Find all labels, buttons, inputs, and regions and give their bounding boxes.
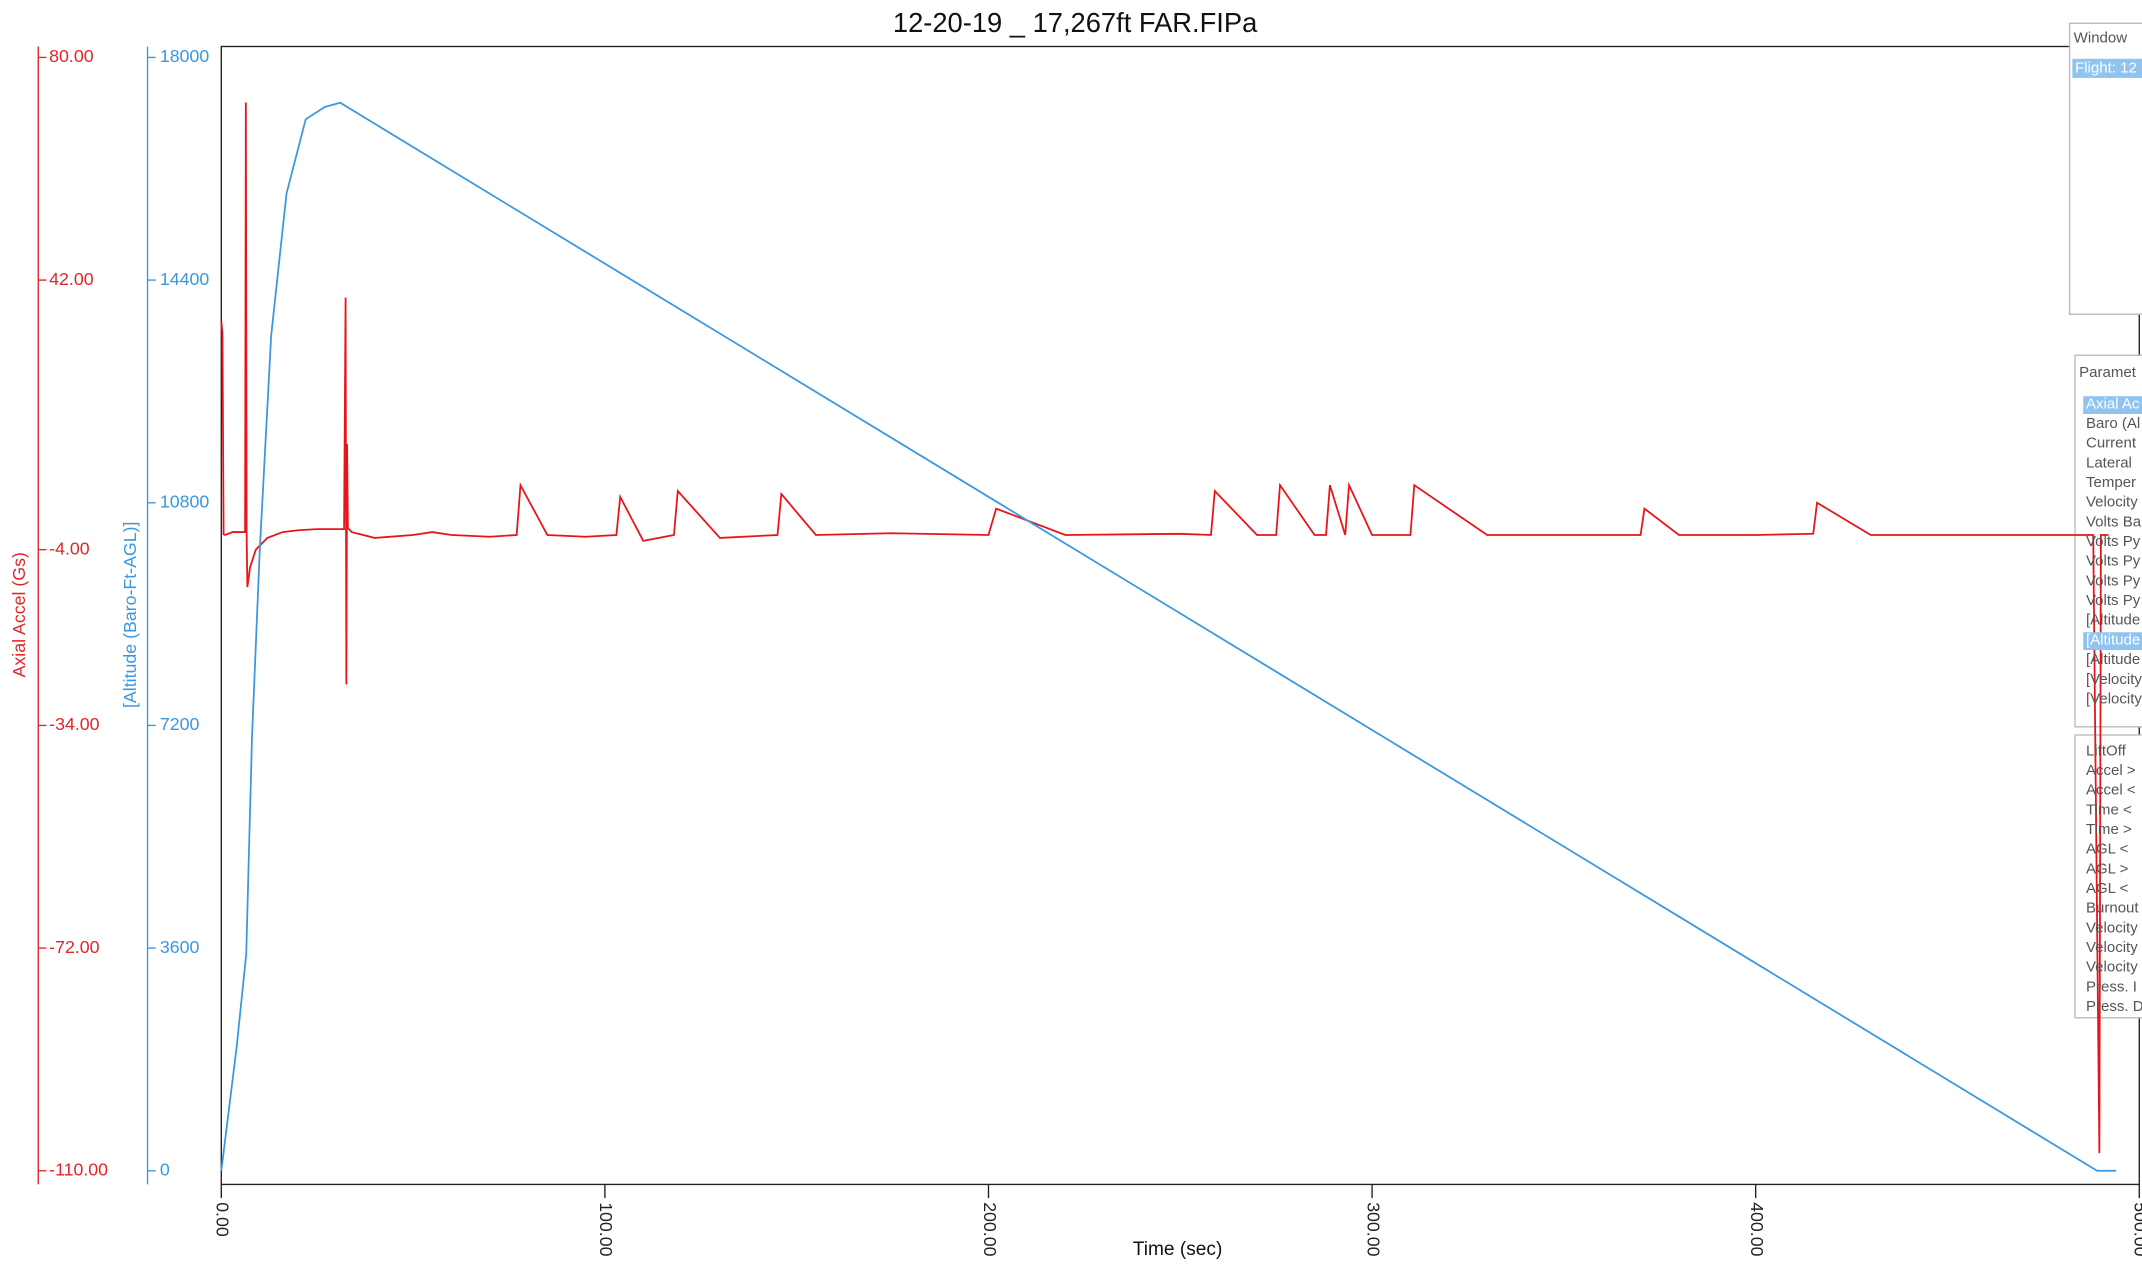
event-item[interactable]: Accel < [2086, 782, 2136, 799]
y2-tick-label: 10800 [160, 491, 209, 511]
event-item[interactable]: Time < [2086, 801, 2132, 818]
side-panel: Window Flight: 12 Paramet [2068, 22, 2142, 1019]
param-item[interactable]: [Altitude [2086, 651, 2140, 668]
param-item[interactable]: [Velocity [2086, 690, 2142, 707]
event-item[interactable]: AGL < [2086, 841, 2129, 858]
y2-tick-label: 0 [160, 1159, 170, 1179]
series-line [220, 101, 2117, 1172]
param-item[interactable]: Current [2086, 435, 2137, 452]
event-box [2074, 734, 2142, 1019]
param-title: Paramet [2079, 364, 2137, 381]
param-item[interactable]: [Altitude [2086, 631, 2140, 648]
event-item[interactable]: Velocity [2086, 919, 2138, 936]
y-tick-label: -72.00 [49, 937, 99, 957]
series-line [220, 102, 2109, 1154]
event-item[interactable]: Accel > [2086, 762, 2136, 779]
x-tick-label: 500.00 [2131, 1202, 2142, 1256]
y2-tick-label: 14400 [160, 269, 209, 289]
x-tick-label: 300.00 [1363, 1202, 1383, 1256]
x-tick-label: 400.00 [1747, 1202, 1767, 1256]
param-item[interactable]: Velocity [2086, 494, 2138, 511]
event-item[interactable]: Burnout [2086, 900, 2139, 917]
param-item[interactable]: Axial Ac [2086, 395, 2140, 412]
x-tick-label: 100.00 [596, 1202, 616, 1256]
selection [2083, 632, 2142, 651]
y-tick-label: -4.00 [49, 538, 90, 558]
y2-axis-title: [Altitude (Baro-Ft-AGL)] [120, 522, 140, 708]
param-item[interactable]: Temper [2086, 474, 2136, 491]
event-item[interactable]: Velocity [2086, 959, 2138, 976]
y2-tick-label: 3600 [160, 937, 200, 957]
event-item[interactable]: Velocity [2086, 939, 2138, 956]
event-item[interactable]: Press. I [2086, 978, 2137, 995]
param-box [2074, 354, 2142, 728]
x-tick-label: 200.00 [980, 1202, 1000, 1256]
event-item[interactable]: AGL > [2086, 860, 2129, 877]
param-item[interactable]: Volts Py [2086, 553, 2141, 570]
window-title: Window [2074, 29, 2128, 46]
y2-tick-label: 7200 [160, 714, 200, 734]
y-tick-label: -110.00 [49, 1159, 108, 1179]
y-tick-label: 80.00 [49, 46, 94, 66]
x-tick-label: 0.00 [213, 1202, 233, 1237]
param-item[interactable]: Volts Ba [2086, 513, 2142, 530]
param-item[interactable]: Baro (Al [2086, 415, 2140, 432]
param-item[interactable]: [Velocity [2086, 671, 2142, 688]
selection [2083, 396, 2142, 414]
event-item[interactable]: AGL < [2086, 880, 2129, 897]
y2-tick-label: 18000 [160, 46, 209, 66]
param-item[interactable]: Lateral [2086, 454, 2132, 471]
param-item[interactable]: Volts Py [2086, 592, 2141, 609]
window-item[interactable]: Flight: 12 [2075, 59, 2137, 76]
param-item[interactable]: Volts Py [2086, 533, 2141, 550]
event-item[interactable]: Press. D [2086, 998, 2142, 1015]
chart-title: 12-20-19 _ 17,267ft FAR.FIPa [893, 7, 1258, 38]
param-item[interactable]: Volts Py [2086, 572, 2141, 589]
y-tick-label: -34.00 [49, 714, 99, 734]
y-axis-title: Axial Accel (Gs) [9, 552, 29, 677]
event-item[interactable]: LiftOff [2086, 742, 2127, 759]
param-item[interactable]: [Altitude [2086, 612, 2140, 629]
selection [2072, 58, 2142, 78]
x-axis-title: Time (sec) [1133, 1239, 1223, 1260]
event-item[interactable]: Time > [2086, 821, 2132, 838]
y-tick-label: 42.00 [49, 269, 94, 289]
